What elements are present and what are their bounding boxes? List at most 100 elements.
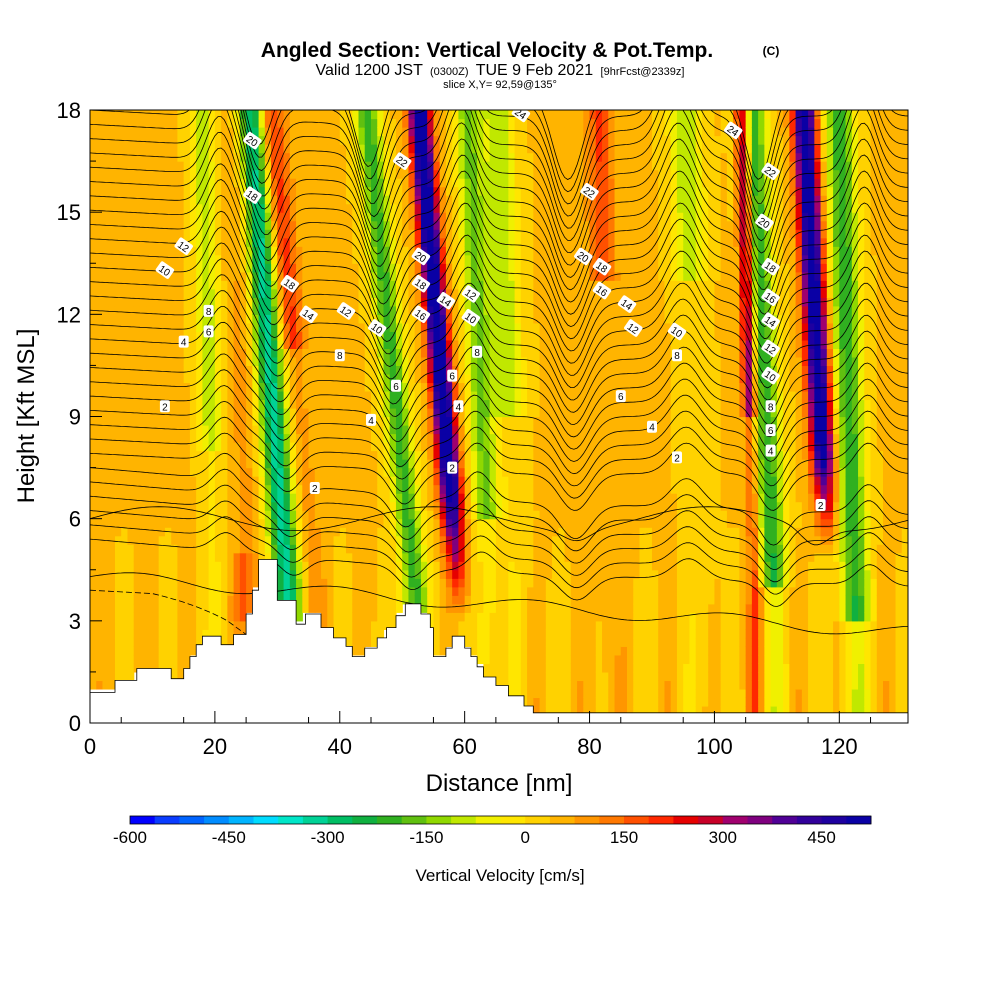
velocity-cell: [389, 450, 397, 460]
velocity-cell: [196, 629, 203, 639]
velocity-cell: [483, 195, 491, 205]
velocity-cell: [246, 527, 253, 537]
velocity-cell: [408, 484, 416, 494]
velocity-cell: [183, 459, 191, 469]
velocity-cell: [102, 161, 110, 171]
velocity-cell: [389, 595, 397, 605]
velocity-cell: [152, 561, 160, 571]
velocity-cell: [333, 161, 341, 171]
velocity-cell: [358, 271, 366, 281]
velocity-cell: [545, 348, 553, 358]
velocity-cell: [333, 561, 341, 571]
velocity-cell: [133, 552, 141, 562]
velocity-cell: [420, 195, 428, 205]
velocity-cell: [252, 169, 260, 179]
velocity-cell: [414, 365, 422, 375]
velocity-cell: [377, 314, 385, 324]
velocity-cell: [464, 476, 472, 486]
velocity-cell: [327, 246, 335, 256]
velocity-cell: [346, 510, 353, 520]
velocity-cell: [152, 186, 160, 196]
velocity-cell: [552, 459, 559, 469]
velocity-cell: [308, 476, 316, 486]
velocity-cell: [408, 331, 416, 341]
velocity-cell: [383, 527, 391, 537]
velocity-cell: [508, 629, 516, 639]
velocity-cell: [452, 382, 460, 392]
velocity-cell: [152, 637, 160, 647]
velocity-cell: [433, 110, 441, 120]
velocity-cell: [283, 433, 291, 443]
velocity-cell: [139, 356, 147, 367]
velocity-cell: [221, 263, 228, 273]
velocity-cell: [271, 407, 278, 418]
velocity-cell: [152, 552, 160, 562]
velocity-cell: [289, 595, 297, 605]
velocity-cell: [458, 416, 466, 426]
velocity-cell: [302, 459, 310, 469]
velocity-cell: [171, 305, 179, 315]
velocity-cell: [189, 484, 197, 494]
velocity-cell: [321, 169, 328, 179]
velocity-cell: [508, 671, 516, 682]
velocity-cell: [352, 578, 360, 588]
velocity-cell: [221, 612, 228, 622]
velocity-cell: [239, 476, 247, 486]
velocity-cell: [458, 382, 466, 392]
velocity-cell: [346, 110, 353, 120]
velocity-cell: [189, 450, 197, 460]
velocity-cell: [552, 416, 559, 426]
velocity-cell: [414, 442, 422, 452]
velocity-cell: [514, 450, 522, 460]
velocity-cell: [527, 118, 534, 128]
velocity-cell: [221, 322, 228, 332]
velocity-cell: [395, 144, 403, 154]
velocity-cell: [495, 365, 503, 375]
velocity-cell: [189, 314, 197, 324]
velocity-cell: [289, 586, 297, 596]
velocity-cell: [196, 407, 203, 418]
velocity-cell: [227, 169, 235, 179]
velocity-cell: [321, 365, 328, 375]
velocity-cell: [458, 348, 466, 358]
velocity-cell: [564, 629, 572, 639]
velocity-cell: [177, 118, 185, 128]
velocity-cell: [508, 135, 516, 145]
velocity-cell: [227, 161, 235, 171]
velocity-cell: [321, 382, 328, 392]
velocity-cell: [520, 680, 528, 690]
velocity-cell: [564, 450, 572, 460]
velocity-cell: [414, 450, 422, 460]
velocity-cell: [346, 169, 353, 179]
velocity-cell: [196, 442, 203, 452]
velocity-cell: [321, 288, 328, 298]
velocity-cell: [252, 467, 260, 477]
velocity-cell: [314, 416, 322, 426]
velocity-cell: [121, 620, 129, 630]
velocity-cell: [139, 288, 147, 298]
velocity-cell: [90, 561, 97, 571]
velocity-cell: [202, 203, 210, 213]
velocity-cell: [258, 450, 266, 460]
velocity-cell: [414, 118, 422, 128]
velocity-cell: [96, 493, 104, 503]
velocity-cell: [296, 178, 303, 188]
velocity-cell: [177, 305, 185, 315]
velocity-cell: [470, 544, 478, 554]
velocity-cell: [302, 501, 310, 511]
velocity-cell: [164, 407, 172, 418]
velocity-cell: [570, 705, 578, 716]
velocity-cell: [189, 254, 197, 264]
velocity-cell: [570, 467, 578, 477]
velocity-cell: [364, 331, 372, 341]
velocity-cell: [252, 220, 260, 230]
velocity-cell: [152, 527, 160, 537]
velocity-cell: [433, 254, 441, 264]
velocity-cell: [414, 169, 422, 179]
velocity-cell: [364, 161, 372, 171]
velocity-cell: [102, 671, 110, 682]
velocity-cell: [221, 339, 228, 349]
velocity-cell: [108, 442, 116, 452]
velocity-cell: [277, 518, 285, 528]
velocity-cell: [514, 476, 522, 486]
